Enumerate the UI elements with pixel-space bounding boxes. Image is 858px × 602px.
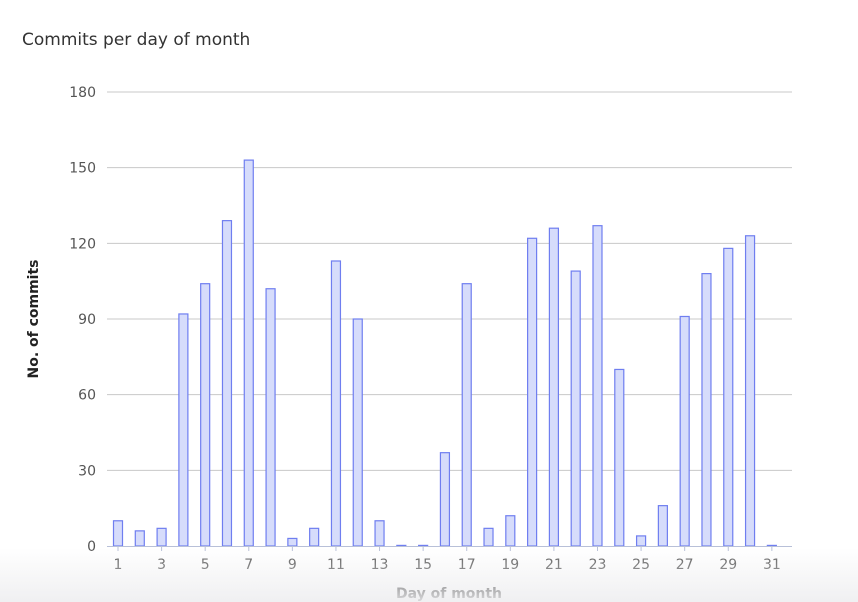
bar[interactable] (221, 220, 233, 547)
bar[interactable] (766, 544, 777, 547)
bar[interactable] (265, 288, 276, 547)
x-tick-label: 29 (719, 557, 737, 573)
bar[interactable] (374, 520, 385, 547)
x-tick-label: 7 (244, 557, 253, 573)
y-tick-label: 30 (78, 463, 96, 479)
bar[interactable] (505, 515, 516, 547)
bar[interactable] (200, 283, 211, 547)
bar[interactable] (134, 530, 145, 547)
bar[interactable] (527, 237, 538, 547)
bar[interactable] (309, 527, 320, 547)
bar[interactable] (439, 452, 451, 547)
x-tick-label: 5 (201, 557, 210, 573)
bar[interactable] (396, 544, 407, 547)
chart-title: Commits per day of month (22, 30, 250, 50)
bar[interactable] (156, 527, 167, 547)
x-tick-label: 27 (676, 557, 694, 573)
bar[interactable] (461, 283, 472, 547)
bar[interactable] (723, 247, 734, 547)
x-tick-label: 31 (763, 557, 781, 573)
bar[interactable] (112, 520, 124, 547)
x-tick-label: 21 (545, 557, 563, 573)
bar[interactable] (243, 159, 254, 547)
x-tick-label: 15 (414, 557, 432, 573)
bar[interactable] (744, 235, 756, 547)
bar[interactable] (679, 315, 690, 547)
gridlines (107, 91, 792, 471)
y-tick-label: 0 (87, 539, 96, 555)
bar[interactable] (592, 225, 603, 547)
x-tick-label: 13 (371, 557, 389, 573)
x-tick-label: 25 (632, 557, 650, 573)
x-tick-label: 1 (114, 557, 123, 573)
bar[interactable] (418, 544, 429, 547)
bar[interactable] (701, 273, 712, 547)
y-axis-ticks: 0 30 60 90 120 150 180 (69, 85, 96, 555)
x-tick-label: 19 (501, 557, 519, 573)
y-tick-label: 150 (69, 161, 96, 177)
bar[interactable] (570, 270, 581, 547)
bar[interactable] (635, 535, 647, 547)
bar[interactable] (614, 368, 625, 547)
bar[interactable] (548, 227, 560, 547)
y-tick-label: 180 (69, 85, 96, 101)
x-tick-label: 3 (157, 557, 166, 573)
bar[interactable] (330, 260, 342, 547)
x-axis-ticks: 1 3 5 7 9 11 13 15 17 19 21 23 25 27 29 31 (114, 546, 781, 573)
bar[interactable] (178, 313, 189, 547)
x-tick-label: 23 (589, 557, 607, 573)
y-axis-label: No. of commits (26, 259, 42, 378)
bar[interactable] (352, 318, 363, 547)
bar[interactable] (483, 527, 494, 547)
bar[interactable] (657, 505, 668, 547)
x-tick-label: 9 (288, 557, 297, 573)
x-axis-label: Day of month (396, 586, 502, 602)
y-tick-label: 90 (78, 312, 96, 328)
bar[interactable] (287, 537, 298, 547)
bars (112, 159, 777, 547)
y-tick-label: 60 (78, 388, 96, 404)
x-tick-label: 17 (458, 557, 476, 573)
x-tick-label: 11 (327, 557, 345, 573)
y-tick-label: 120 (69, 236, 96, 252)
